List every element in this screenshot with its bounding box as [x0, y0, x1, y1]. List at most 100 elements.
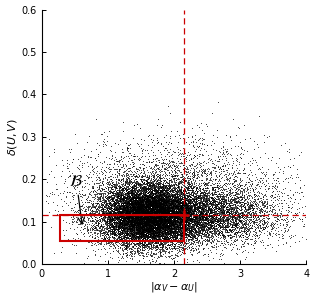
Point — [181, 218, 186, 223]
Point — [138, 221, 143, 226]
Point — [155, 212, 160, 217]
Point — [132, 184, 137, 189]
Point — [228, 196, 233, 201]
Point — [176, 212, 181, 217]
Point — [176, 209, 181, 214]
Point — [171, 232, 176, 237]
Point — [168, 216, 173, 220]
Point — [252, 200, 257, 205]
Point — [86, 216, 91, 221]
Point — [247, 208, 252, 213]
Point — [163, 216, 168, 221]
Point — [178, 187, 183, 192]
Point — [227, 213, 232, 218]
Point — [99, 194, 104, 199]
Point — [127, 220, 132, 225]
Point — [106, 181, 111, 186]
Point — [101, 209, 106, 214]
Point — [184, 190, 189, 195]
Point — [112, 203, 117, 208]
Point — [162, 215, 167, 220]
Point — [145, 190, 150, 195]
Point — [178, 196, 183, 201]
Point — [114, 225, 119, 230]
Point — [120, 186, 125, 191]
Point — [150, 224, 155, 229]
Point — [149, 225, 154, 230]
Point — [172, 187, 177, 192]
Point — [200, 196, 205, 201]
Point — [198, 164, 203, 169]
Point — [159, 160, 164, 165]
Point — [189, 220, 194, 224]
Point — [114, 233, 119, 238]
Point — [139, 206, 144, 210]
Point — [219, 222, 224, 226]
Point — [275, 179, 280, 184]
Point — [229, 200, 234, 205]
Point — [106, 201, 111, 206]
Point — [167, 193, 172, 198]
Point — [156, 234, 161, 239]
Point — [160, 201, 165, 206]
Point — [174, 212, 179, 217]
Point — [283, 218, 288, 223]
Point — [116, 223, 121, 227]
Point — [223, 194, 228, 199]
Point — [178, 212, 183, 217]
Point — [157, 196, 162, 201]
Point — [163, 200, 168, 204]
Point — [121, 218, 126, 222]
Point — [227, 223, 232, 228]
Point — [170, 200, 175, 205]
Point — [193, 208, 198, 212]
Point — [106, 196, 111, 201]
Point — [124, 224, 129, 229]
Point — [148, 202, 153, 207]
Point — [128, 219, 133, 224]
Point — [127, 178, 132, 183]
Point — [124, 209, 129, 214]
Point — [165, 198, 170, 203]
Point — [177, 230, 182, 235]
Point — [90, 208, 95, 213]
Point — [91, 222, 96, 226]
Point — [175, 220, 180, 225]
Point — [152, 223, 157, 228]
Point — [274, 184, 279, 189]
Point — [134, 193, 139, 198]
Point — [137, 228, 142, 233]
Point — [204, 210, 209, 215]
Point — [135, 227, 140, 232]
Point — [177, 218, 182, 222]
Point — [130, 176, 135, 180]
Point — [120, 215, 125, 220]
Point — [185, 187, 190, 192]
Point — [122, 233, 127, 238]
Point — [60, 190, 65, 195]
Point — [163, 198, 168, 203]
Point — [128, 202, 133, 207]
Point — [240, 222, 245, 226]
Point — [132, 216, 137, 221]
Point — [261, 212, 266, 216]
Point — [181, 246, 186, 250]
Point — [215, 198, 220, 203]
Point — [107, 217, 112, 222]
Point — [206, 198, 211, 203]
Point — [178, 193, 183, 198]
Point — [178, 211, 183, 216]
Point — [209, 169, 214, 173]
Point — [133, 186, 138, 190]
Point — [167, 203, 172, 208]
Point — [129, 223, 134, 228]
Point — [157, 231, 162, 236]
Point — [163, 224, 168, 229]
Point — [150, 195, 155, 200]
Point — [220, 197, 226, 202]
Point — [232, 224, 237, 229]
Point — [124, 230, 129, 234]
Point — [112, 193, 117, 197]
Point — [135, 222, 140, 226]
Point — [161, 203, 166, 208]
